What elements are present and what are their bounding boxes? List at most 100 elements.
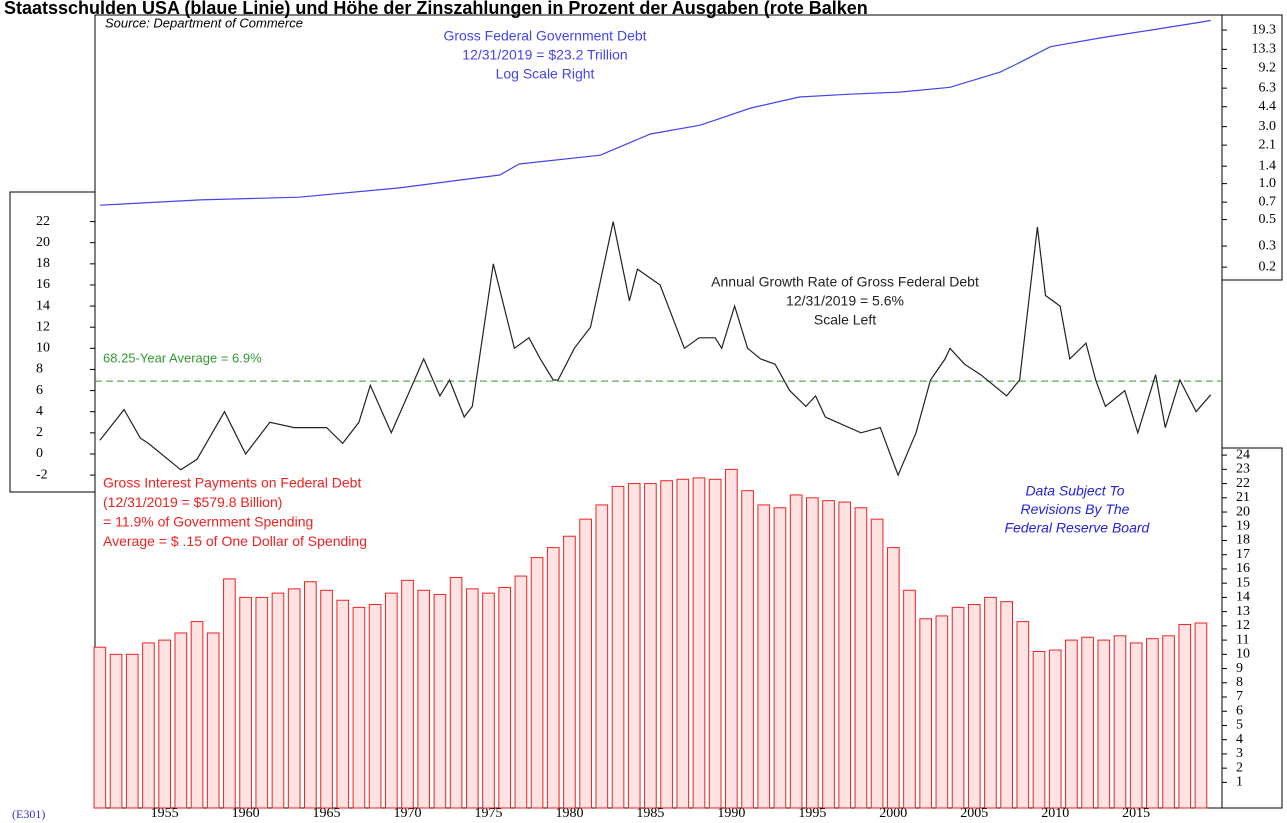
bar <box>725 468 738 809</box>
bar <box>320 589 333 809</box>
x-tick-label: 1955 <box>151 806 179 821</box>
bar <box>530 557 544 809</box>
bar <box>482 592 495 809</box>
y2-tick-label: 2.1 <box>1259 137 1277 152</box>
bar <box>595 504 609 809</box>
bar <box>1032 650 1046 809</box>
bar <box>984 596 997 809</box>
bar <box>563 535 576 809</box>
bar <box>886 547 900 809</box>
bar <box>692 477 706 809</box>
y3-tick-label: 18 <box>1236 533 1250 548</box>
y-tick-label: 2 <box>36 425 43 440</box>
bar <box>109 653 123 809</box>
y3-tick-label: 13 <box>1236 604 1250 619</box>
bar <box>206 632 220 809</box>
y2-tick-label: 0.7 <box>1259 194 1277 209</box>
bar <box>223 578 236 809</box>
series-annotation: = 11.9% of Government Spending <box>103 514 313 530</box>
bar <box>465 588 479 809</box>
y-tick-label: 0 <box>36 446 43 461</box>
y2-tick-label: 0.5 <box>1259 212 1277 227</box>
y-tick-label: 6 <box>36 383 43 398</box>
x-tick-label: 2015 <box>1122 806 1150 821</box>
x-tick-label: 1975 <box>474 806 502 821</box>
bar <box>1146 638 1159 809</box>
bar <box>967 604 981 809</box>
y-tick-label: 10 <box>36 341 50 356</box>
y2-tick-label: 13.3 <box>1252 42 1277 57</box>
y3-tick-label: 14 <box>1236 590 1250 605</box>
bar <box>255 596 269 809</box>
bar <box>854 507 868 809</box>
y3-tick-label: 23 <box>1236 462 1250 477</box>
y3-tick-label: 15 <box>1236 575 1250 590</box>
note: Revisions By The <box>1021 501 1130 517</box>
average-label: 68.25-Year Average = 6.9% <box>103 351 262 366</box>
y3-tick-label: 2 <box>1236 760 1243 775</box>
series-annotation: Gross Interest Payments on Federal Debt <box>103 475 361 491</box>
x-tick-label: 1980 <box>555 806 583 821</box>
x-tick-label: 2005 <box>960 806 988 821</box>
bar <box>449 576 463 809</box>
bar <box>903 589 916 809</box>
y2-tick-label: 1.4 <box>1259 158 1277 173</box>
y3-tick-label: 24 <box>1236 447 1250 462</box>
y3-tick-label: 1 <box>1236 775 1243 790</box>
bar <box>352 606 366 809</box>
bar <box>368 604 382 809</box>
x-tick-label: 1965 <box>313 806 341 821</box>
bar <box>1194 622 1208 809</box>
bar <box>919 618 933 809</box>
line <box>99 19 1211 206</box>
y-tick-label: 20 <box>36 235 50 250</box>
bar <box>174 632 188 809</box>
bar <box>287 588 301 809</box>
bar <box>158 639 171 809</box>
y3-tick-label: 9 <box>1236 661 1243 676</box>
y2-tick-label: 1.0 <box>1259 176 1277 191</box>
bar <box>741 490 754 809</box>
bar <box>1016 621 1030 809</box>
bar <box>660 480 673 809</box>
y2-tick-label: 0.3 <box>1259 238 1277 253</box>
y3-tick-label: 21 <box>1236 490 1250 505</box>
bar <box>93 646 107 809</box>
bar <box>1129 642 1143 809</box>
y2-tick-label: 3.0 <box>1259 119 1277 134</box>
bar <box>239 596 252 809</box>
left-axis-box <box>9 191 96 493</box>
y3-tick-label: 4 <box>1236 732 1243 747</box>
y2-tick-label: 9.2 <box>1259 61 1277 76</box>
x-tick-label: 2010 <box>1041 806 1069 821</box>
note: Federal Reserve Board <box>1001 520 1151 536</box>
bar <box>627 483 641 809</box>
bar <box>417 589 431 809</box>
x-tick-label: 1985 <box>636 806 664 821</box>
bar <box>336 599 350 809</box>
right-lower-axis-box <box>1221 447 1283 809</box>
series-annotation: 12/31/2019 = $23.2 Trillion <box>462 47 627 63</box>
bar <box>304 581 317 809</box>
bar <box>822 500 835 809</box>
y2-tick-label: 6.3 <box>1259 80 1277 95</box>
y3-tick-label: 12 <box>1236 618 1250 633</box>
note: Data Subject To <box>1025 483 1124 499</box>
series-annotation: Average = $ .15 of One Dollar of Spendin… <box>103 533 367 549</box>
y-tick-label: 12 <box>36 319 50 334</box>
right-upper-axis-box <box>1221 14 1283 281</box>
y3-tick-label: 7 <box>1236 689 1243 704</box>
bar <box>190 621 204 809</box>
x-tick-label: 2000 <box>879 806 907 821</box>
line <box>99 221 1212 477</box>
bar <box>401 579 414 809</box>
bar <box>271 592 285 809</box>
bar <box>579 518 592 809</box>
bar <box>1097 639 1111 809</box>
x-tick-label: 1970 <box>394 806 422 821</box>
y2-tick-label: 4.4 <box>1259 99 1277 114</box>
y3-tick-label: 17 <box>1236 547 1250 562</box>
bar <box>870 518 884 809</box>
y-tick-label: 4 <box>36 404 43 419</box>
bar <box>838 501 852 809</box>
